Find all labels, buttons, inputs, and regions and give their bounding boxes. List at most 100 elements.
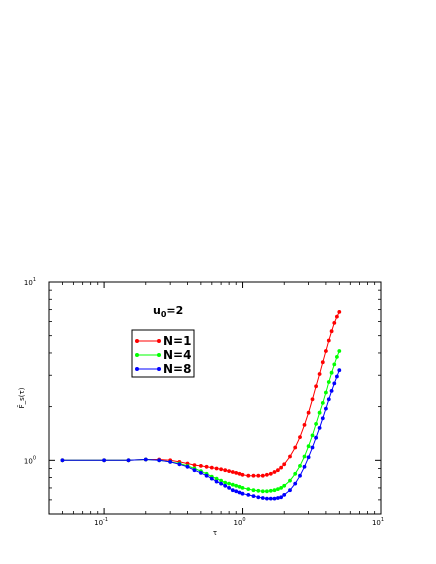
series-2-point — [317, 410, 322, 415]
series-2-point — [240, 486, 245, 490]
series-1-point — [288, 454, 292, 459]
series-3-point — [246, 493, 251, 497]
y-axis-label: F̄_s(τ) — [17, 387, 26, 408]
series-3-point — [219, 481, 224, 486]
series-3-point — [329, 389, 334, 393]
series-1-point — [337, 310, 342, 314]
y-tick-label: 100 — [24, 455, 36, 465]
series-1-point — [265, 472, 269, 477]
series-1-point — [272, 470, 277, 474]
series-3-point — [335, 374, 339, 379]
legend-marker — [157, 353, 161, 357]
series-1-point — [240, 472, 245, 477]
series-2-point — [298, 464, 302, 468]
series-1-point — [251, 473, 256, 478]
series-3-point — [185, 464, 190, 469]
series-3-point — [282, 493, 287, 497]
series-2-point — [272, 488, 277, 493]
series-1-point — [306, 410, 311, 415]
series-2-point — [324, 390, 328, 395]
series-2-point — [256, 488, 261, 493]
series-3-point — [314, 435, 318, 440]
series-3-point — [272, 496, 277, 501]
legend: N=1N=4N=8 — [131, 329, 195, 378]
series-2-point — [219, 478, 224, 483]
series-3-point — [279, 495, 283, 500]
series-3-point — [214, 479, 219, 484]
series-1-point — [237, 471, 242, 476]
series-3-point — [268, 496, 273, 501]
series-3-point — [337, 368, 342, 373]
legend-marker — [135, 367, 139, 371]
series-2-point — [234, 483, 239, 488]
legend-label-2: N=4 — [163, 348, 191, 362]
series-1-point — [302, 423, 307, 427]
series-2-point — [251, 488, 256, 493]
series-2-point — [282, 483, 287, 488]
series-2-point — [230, 482, 235, 487]
series-3-point — [192, 468, 197, 473]
series-2-point — [332, 362, 337, 367]
series-1-point — [209, 465, 214, 470]
minor-ticks — [49, 282, 381, 514]
legend-items: N=1N=4N=8 — [135, 334, 191, 376]
series-2-point — [310, 433, 315, 438]
series-3-point — [326, 397, 331, 402]
legend-marker — [157, 367, 161, 371]
series-2-point — [223, 480, 228, 485]
series-2-point — [265, 489, 269, 494]
series-3-point — [237, 490, 242, 495]
legend-label-1: N=1 — [163, 334, 191, 348]
series-1-point — [199, 464, 203, 468]
series-1-point — [192, 463, 197, 467]
major-ticks: 10-1 100 101 100 101 — [24, 277, 384, 527]
series-3-point — [227, 486, 232, 490]
series-1-point — [256, 473, 261, 478]
series-2-point — [276, 487, 280, 491]
series-3-point — [306, 455, 311, 460]
series-3-point — [293, 481, 298, 486]
series-3-point — [298, 473, 302, 478]
series-3-point — [251, 494, 256, 498]
series-2-point — [288, 478, 292, 483]
series-1-point — [223, 468, 228, 473]
series-3-point — [157, 458, 162, 463]
series-1-point — [219, 467, 224, 472]
series-3-point — [260, 496, 265, 500]
series-1-point — [276, 468, 280, 473]
series-3-point — [302, 464, 307, 469]
series-2-point — [320, 401, 325, 405]
series-1-point — [326, 338, 331, 343]
y-tick-label: 101 — [24, 277, 36, 287]
series-3-point — [320, 416, 325, 421]
legend-label-3: N=8 — [163, 362, 191, 376]
series-2-point — [214, 476, 219, 481]
series-3-point — [276, 496, 280, 500]
series-3-point — [317, 426, 322, 430]
series-3-point — [204, 473, 209, 478]
series-3-point — [310, 445, 315, 450]
series-3-point — [143, 457, 148, 462]
series-3-point — [168, 460, 173, 464]
series-3-point — [288, 488, 292, 493]
series-3-point — [324, 406, 328, 411]
series-1-point — [227, 469, 232, 473]
series-1-point — [234, 471, 239, 475]
x-tick-label: 101 — [372, 517, 384, 527]
series-2-point — [302, 454, 307, 459]
x-tick-label: 10-1 — [94, 517, 108, 527]
series-1-point — [320, 360, 325, 365]
series-1-point — [317, 372, 322, 376]
legend-marker — [135, 339, 139, 343]
series-3-point — [234, 489, 239, 494]
annotation-text: u0=2 — [153, 304, 183, 319]
x-axis-label: τ — [213, 529, 217, 537]
series-3-point — [209, 476, 214, 481]
series-1-point — [324, 349, 328, 353]
series-1-point — [335, 314, 339, 319]
series-layer — [60, 310, 342, 501]
series-2-point — [293, 471, 298, 476]
legend-marker — [157, 339, 161, 343]
series-1-point — [314, 384, 318, 389]
